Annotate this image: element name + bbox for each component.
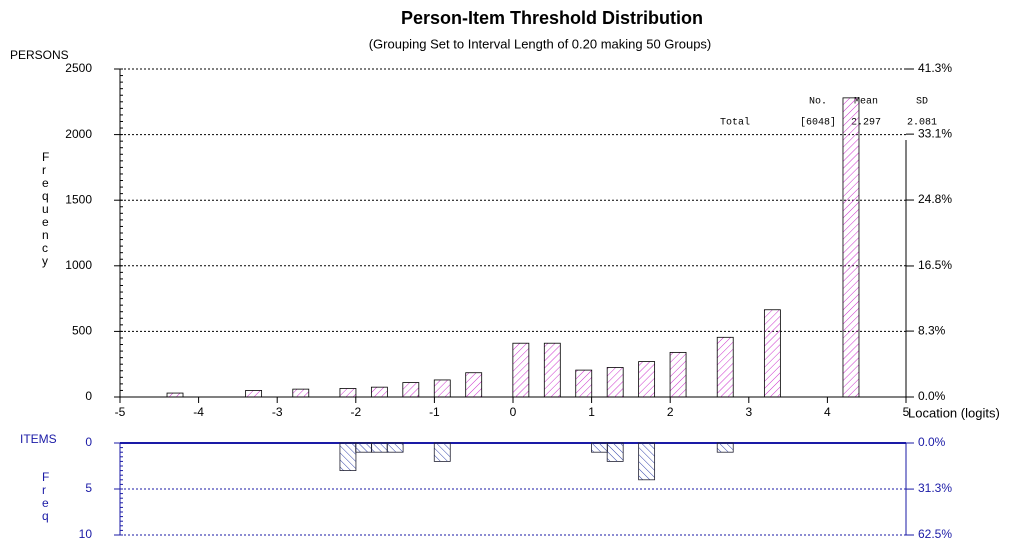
- bar: [355, 442, 373, 453]
- x-tick-label: 3: [745, 405, 752, 419]
- x-tick-label: -2: [350, 405, 361, 419]
- y-tick-label: 0: [85, 389, 92, 403]
- panel-label: PERSONS: [10, 48, 69, 62]
- bar: [716, 336, 734, 398]
- bar: [606, 442, 624, 462]
- stats-value: 2.081: [907, 118, 937, 129]
- y-tick-label: 1500: [65, 192, 92, 206]
- x-tick-label: -1: [429, 405, 440, 419]
- bar: [575, 369, 593, 398]
- bar: [638, 361, 656, 398]
- y-tick-label: 2500: [65, 61, 92, 75]
- x-tick-label: 0: [510, 405, 517, 419]
- bar: [606, 367, 624, 398]
- chart-title: Person-Item Threshold Distribution: [401, 8, 703, 28]
- bar: [245, 390, 263, 398]
- y2-tick-label: 0.0%: [918, 389, 946, 403]
- bar: [339, 442, 357, 472]
- panel-label: ITEMS: [20, 432, 57, 446]
- x-tick-label: -3: [272, 405, 283, 419]
- bar: [543, 342, 561, 398]
- y-tick-label: 10: [79, 527, 93, 541]
- x-tick-label: 1: [588, 405, 595, 419]
- stats-header: Mean: [854, 97, 878, 108]
- x-tick-label: -4: [193, 405, 204, 419]
- bar: [166, 392, 184, 398]
- bar: [512, 342, 530, 398]
- bar: [591, 442, 608, 453]
- y2-tick-label: 31.3%: [918, 481, 952, 495]
- bar: [716, 442, 734, 453]
- stats-value: [6048]: [800, 117, 836, 129]
- y2-tick-label: 41.3%: [918, 61, 952, 75]
- x-tick-label: -5: [115, 405, 126, 419]
- bar: [292, 388, 310, 398]
- x-tick-label: 2: [667, 405, 674, 419]
- stats-header: No.: [809, 97, 827, 108]
- y-tick-label: 2000: [65, 127, 92, 141]
- y2-tick-label: 24.8%: [918, 192, 952, 206]
- stats-header: SD: [916, 97, 928, 108]
- y-tick-label: 5: [85, 481, 92, 495]
- x-tick-label: 4: [824, 405, 831, 419]
- bar: [465, 372, 483, 398]
- y2-tick-label: 62.5%: [918, 527, 952, 541]
- bar: [669, 351, 687, 398]
- bar: [842, 97, 860, 398]
- bar: [370, 442, 388, 453]
- y-tick-label: 1000: [65, 258, 92, 272]
- bar: [402, 382, 420, 398]
- y2-tick-label: 16.5%: [918, 258, 952, 272]
- x-tick-label: 5: [903, 405, 910, 419]
- x-axis-label: Location (logits): [908, 405, 1000, 420]
- y2-tick-label: 33.1%: [918, 126, 952, 140]
- bar: [433, 379, 451, 398]
- bar: [638, 442, 656, 481]
- stats-label: Total: [720, 117, 750, 129]
- y-tick-label: 0: [85, 435, 92, 449]
- stats-value: 2.297: [851, 118, 881, 129]
- y2-tick-label: 0.0%: [918, 435, 946, 449]
- subtitle: (Grouping Set to Interval Length of 0.20…: [369, 36, 712, 51]
- bar: [763, 309, 781, 398]
- bar: [386, 442, 404, 453]
- bar: [370, 386, 388, 398]
- y2-tick-label: 8.3%: [918, 323, 946, 337]
- bar: [339, 388, 357, 398]
- y-tick-label: 500: [72, 324, 92, 338]
- bar: [433, 442, 451, 462]
